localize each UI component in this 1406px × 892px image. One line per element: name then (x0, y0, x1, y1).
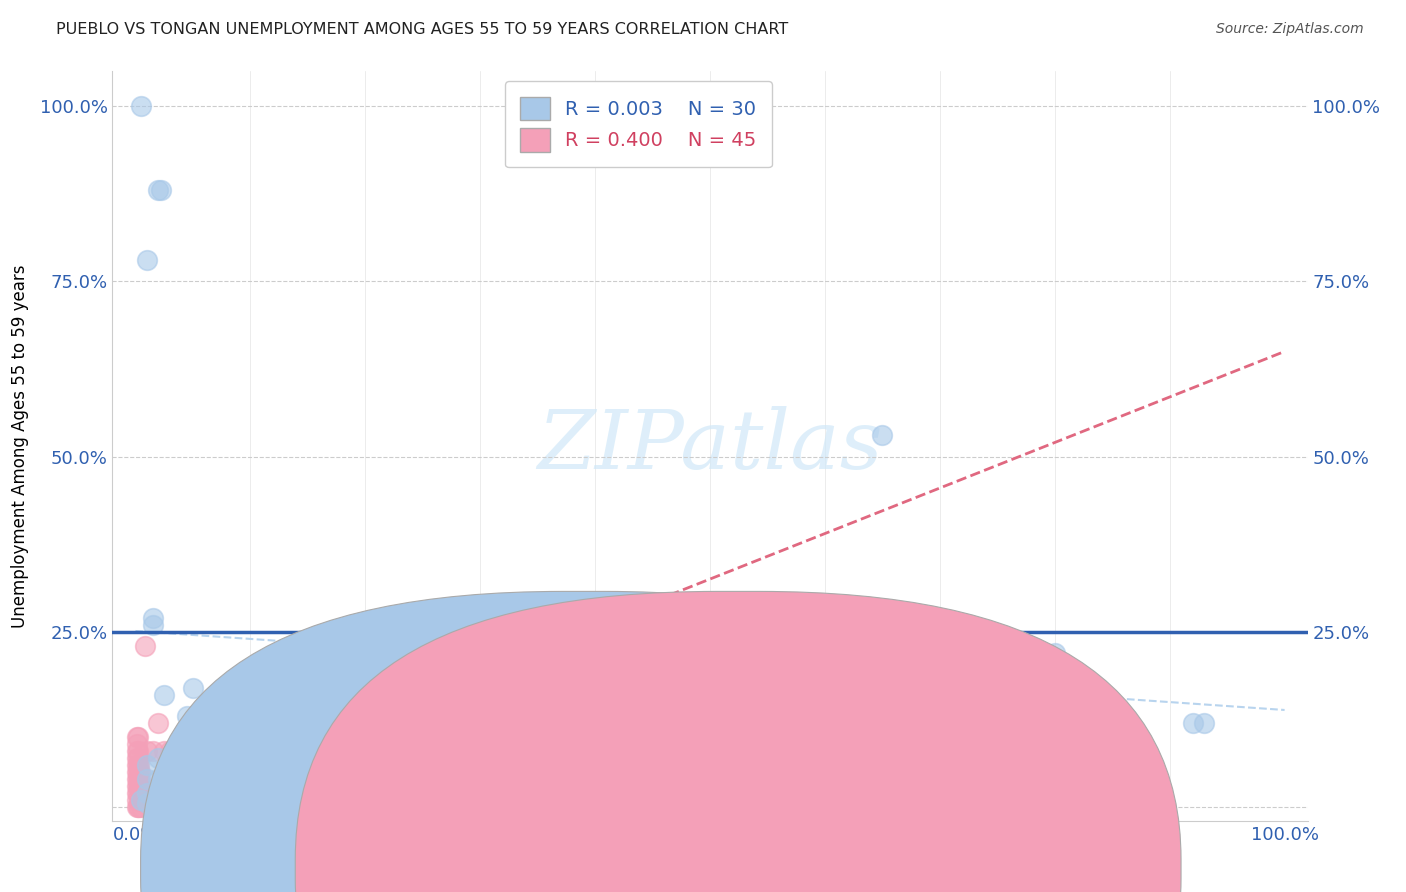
Point (136, 757, 159, 772)
Point (128, 799, 150, 814)
Point (129, 792, 152, 806)
Point (148, 750, 170, 764)
Point (125, 799, 148, 814)
Point (159, 743, 181, 757)
Point (217, 743, 239, 757)
Text: Tongans: Tongans (773, 855, 846, 873)
Point (127, 757, 149, 772)
Point (125, 743, 148, 757)
Point (125, 786, 148, 800)
Point (127, 750, 149, 764)
Point (377, 701, 399, 715)
Point (142, 743, 165, 757)
Point (176, 708, 198, 723)
Point (181, 743, 204, 757)
Text: Source: ZipAtlas.com: Source: ZipAtlas.com (1216, 22, 1364, 37)
Point (125, 730, 148, 744)
Point (129, 799, 152, 814)
Point (1181, 715, 1204, 730)
Point (699, 743, 721, 757)
Text: PUEBLO VS TONGAN UNEMPLOYMENT AMONG AGES 55 TO 59 YEARS CORRELATION CHART: PUEBLO VS TONGAN UNEMPLOYMENT AMONG AGES… (56, 22, 789, 37)
Point (128, 792, 150, 806)
Point (129, 99, 152, 113)
Point (125, 779, 148, 793)
Point (129, 764, 152, 779)
Point (1192, 715, 1215, 730)
Point (142, 610, 165, 624)
Point (412, 708, 434, 723)
Point (1043, 646, 1066, 660)
Point (136, 772, 159, 786)
Point (136, 796, 159, 810)
Point (128, 764, 150, 779)
Point (127, 743, 149, 757)
Point (128, 772, 150, 786)
Y-axis label: Unemployment Among Ages 55 to 59 years: Unemployment Among Ages 55 to 59 years (10, 264, 28, 628)
Point (128, 779, 150, 793)
Point (928, 695, 950, 709)
Point (470, 708, 492, 723)
Point (872, 428, 894, 442)
Point (274, 764, 297, 779)
Point (128, 757, 150, 772)
Point (814, 730, 837, 744)
Point (153, 743, 176, 757)
Point (153, 688, 176, 702)
Text: ZIPatlas: ZIPatlas (537, 406, 883, 486)
Point (308, 666, 330, 681)
Point (1101, 715, 1123, 730)
Point (170, 743, 193, 757)
Point (129, 772, 152, 786)
Point (148, 183, 170, 197)
Point (125, 757, 148, 772)
Point (297, 743, 319, 757)
Point (354, 688, 377, 702)
Point (125, 792, 148, 806)
Point (142, 617, 165, 632)
Point (134, 639, 156, 653)
Point (125, 750, 148, 764)
Point (159, 750, 181, 764)
Point (127, 764, 149, 779)
Point (148, 715, 170, 730)
Point (127, 730, 149, 744)
Point (526, 708, 548, 723)
Point (756, 730, 779, 744)
Point (136, 253, 159, 268)
Point (470, 681, 492, 695)
Point (127, 779, 149, 793)
Point (127, 786, 149, 800)
Point (125, 737, 148, 751)
Point (148, 786, 170, 800)
Point (205, 695, 228, 709)
Point (127, 799, 149, 814)
Text: Pueblo: Pueblo (619, 855, 679, 873)
Point (136, 743, 159, 757)
Point (149, 183, 172, 197)
Point (136, 786, 159, 800)
Point (148, 772, 170, 786)
Point (181, 681, 204, 695)
Point (228, 743, 250, 757)
Legend: R = 0.003    N = 30, R = 0.400    N = 45: R = 0.003 N = 30, R = 0.400 N = 45 (505, 81, 772, 168)
Point (125, 764, 148, 779)
Point (125, 772, 148, 786)
Point (127, 772, 149, 786)
